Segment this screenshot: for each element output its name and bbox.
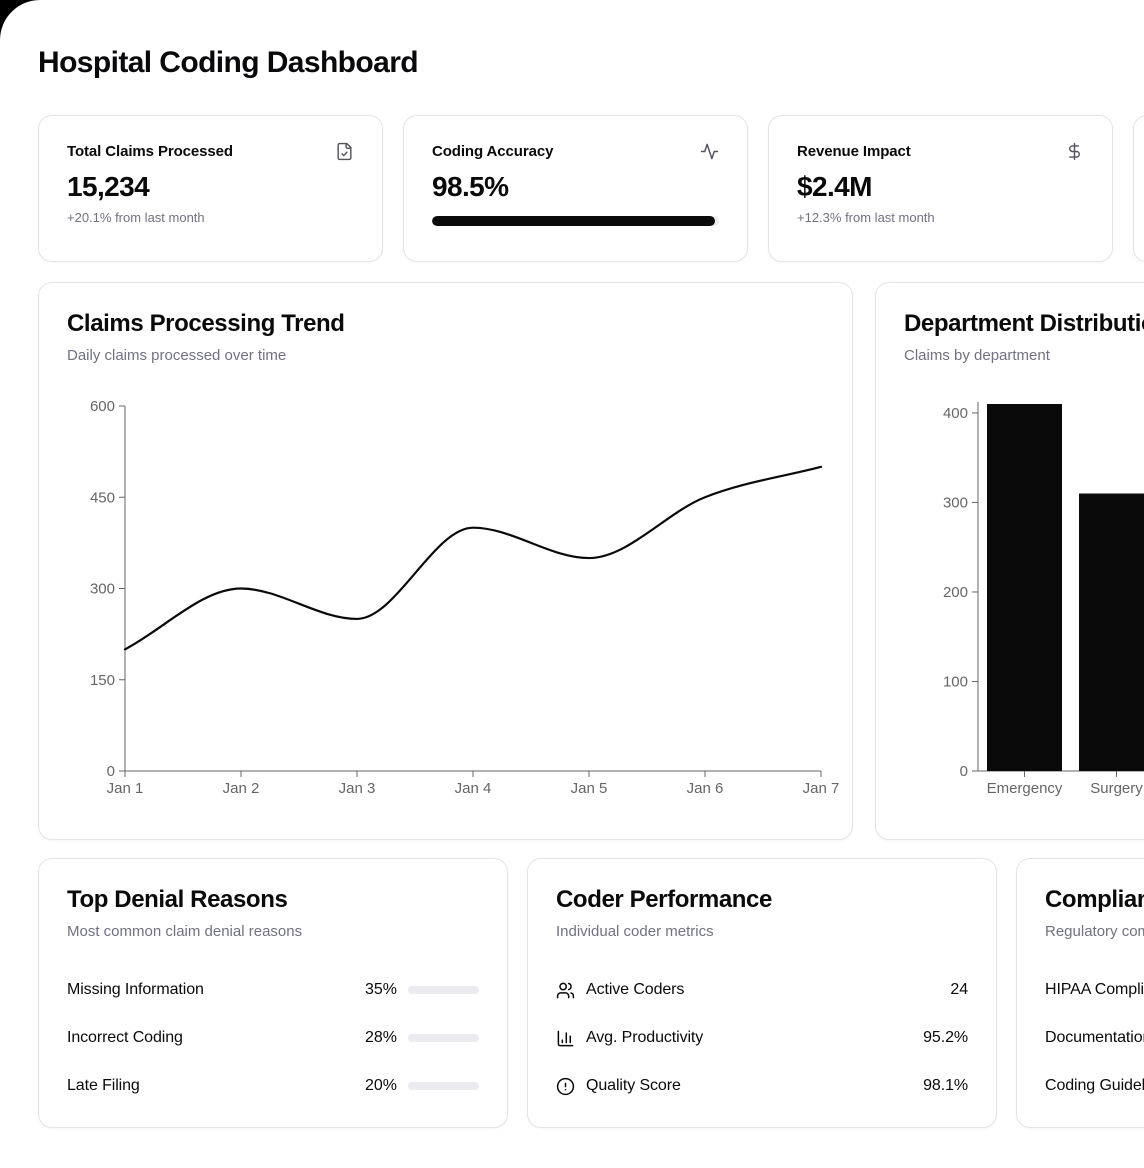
stat-card-clipped — [1133, 115, 1144, 262]
card-subtitle: Individual coder metrics — [556, 923, 714, 940]
department-distribution-card: Department Distribution Claims by depart… — [875, 282, 1144, 840]
stat-label: Revenue Impact — [797, 143, 911, 160]
coder-metric-label: Active Coders — [586, 981, 685, 998]
stat-subtext: +12.3% from last month — [797, 210, 935, 225]
svg-text:Emergency: Emergency — [987, 780, 1063, 797]
denial-row: Late Filing 20% — [67, 1068, 479, 1104]
svg-text:100: 100 — [943, 673, 968, 690]
users-icon — [556, 982, 575, 998]
chart-title: Claims Processing Trend — [67, 310, 345, 337]
compliance-row: Coding Guidelines — [1045, 1068, 1144, 1104]
denial-label: Late Filing — [67, 1077, 140, 1094]
svg-text:Jan 7: Jan 7 — [803, 780, 840, 797]
card-title: Compliance — [1045, 886, 1144, 913]
coder-metric-row: Quality Score 98.1% — [556, 1068, 968, 1104]
svg-text:300: 300 — [943, 494, 968, 511]
coder-metric-row: Avg. Productivity 95.2% — [556, 1020, 968, 1056]
svg-text:Jan 5: Jan 5 — [571, 780, 608, 797]
alert-circle-icon — [556, 1077, 575, 1095]
denial-progress-track — [408, 986, 479, 994]
denial-label: Incorrect Coding — [67, 1029, 183, 1046]
denial-percent: 35% — [364, 981, 397, 998]
claims-trend-line-chart: 0 150 300 450 600 Jan 1 Jan 2 Jan 3 Jan 4 Jan 5 Ja… — [67, 396, 854, 813]
svg-text:300: 300 — [90, 581, 115, 598]
stat-card-total-claims: Total Claims Processed 15,234 +20.1% fro… — [38, 115, 383, 262]
stat-card-coding-accuracy: Coding Accuracy 98.5% — [403, 115, 748, 262]
stat-subtext: +20.1% from last month — [67, 210, 205, 225]
svg-text:Jan 6: Jan 6 — [687, 780, 724, 797]
coder-metric-value: 98.1% — [923, 1077, 968, 1094]
svg-text:Jan 2: Jan 2 — [223, 780, 260, 797]
bar-chart-icon — [557, 1030, 574, 1046]
coder-metric-label: Avg. Productivity — [586, 1029, 704, 1046]
coder-metric-label: Quality Score — [586, 1077, 681, 1094]
compliance-label: Coding Guidelines — [1045, 1077, 1144, 1094]
stat-value: 98.5% — [432, 171, 509, 202]
denial-progress-track — [408, 1082, 479, 1090]
file-check-icon — [337, 142, 352, 161]
svg-text:Jan 3: Jan 3 — [339, 780, 376, 797]
compliance-row: HIPAA Compliance — [1045, 972, 1144, 1008]
coder-metric-row: Active Coders 24 — [556, 972, 968, 1008]
svg-text:Surgery: Surgery — [1090, 780, 1143, 797]
svg-text:150: 150 — [90, 672, 115, 689]
svg-text:450: 450 — [90, 489, 115, 506]
stat-value: $2.4M — [797, 171, 872, 202]
denial-progress-track — [408, 1034, 479, 1042]
card-title: Coder Performance — [556, 886, 772, 913]
denial-row: Incorrect Coding 28% — [67, 1020, 479, 1056]
card-subtitle: Most common claim denial reasons — [67, 923, 303, 940]
denial-row: Missing Information 35% — [67, 972, 479, 1008]
compliance-row: Documentation — [1045, 1020, 1144, 1056]
activity-icon — [700, 143, 719, 160]
department-bar-chart: 0 100 200 300 400 Emergency Surgery — [904, 396, 1144, 813]
denial-percent: 20% — [364, 1077, 397, 1094]
chart-title: Department Distribution — [904, 310, 1144, 337]
chart-subtitle: Daily claims processed over time — [67, 347, 287, 364]
accuracy-progress-track — [432, 216, 719, 226]
compliance-label: HIPAA Compliance — [1045, 981, 1144, 998]
claims-trend-card: Claims Processing Trend Daily claims pro… — [38, 282, 853, 840]
svg-text:400: 400 — [943, 405, 968, 422]
svg-text:0: 0 — [107, 763, 115, 780]
stat-label: Total Claims Processed — [67, 143, 233, 160]
svg-text:600: 600 — [90, 398, 115, 415]
metrics-row: Top Denial Reasons Most common claim den… — [38, 858, 1144, 1128]
svg-text:200: 200 — [943, 584, 968, 601]
card-title: Top Denial Reasons — [67, 886, 288, 913]
coder-performance-card: Coder Performance Individual coder metri… — [527, 858, 997, 1128]
compliance-label: Documentation — [1045, 1029, 1144, 1046]
stat-card-revenue-impact: Revenue Impact $2.4M +12.3% from last mo… — [768, 115, 1113, 262]
coder-metric-value: 24 — [950, 981, 968, 998]
page-title: Hospital Coding Dashboard — [38, 46, 419, 79]
compliance-card: Compliance Regulatory compliance HIPAA C… — [1016, 858, 1144, 1128]
denial-percent: 28% — [364, 1029, 397, 1046]
stat-value: 15,234 — [67, 171, 150, 202]
denial-reasons-card: Top Denial Reasons Most common claim den… — [38, 858, 508, 1128]
dollar-icon — [1069, 142, 1080, 161]
svg-text:0: 0 — [960, 763, 968, 780]
svg-text:Jan 4: Jan 4 — [455, 780, 492, 797]
chart-subtitle: Claims by department — [904, 347, 1050, 364]
coder-metric-value: 95.2% — [923, 1029, 968, 1046]
accuracy-progress-fill — [432, 216, 715, 226]
card-subtitle: Regulatory compliance — [1045, 923, 1144, 940]
charts-row: Claims Processing Trend Daily claims pro… — [38, 282, 1144, 840]
svg-text:Jan 1: Jan 1 — [107, 780, 144, 797]
stat-label: Coding Accuracy — [432, 143, 554, 160]
stats-row: Total Claims Processed 15,234 +20.1% fro… — [38, 115, 1144, 262]
denial-label: Missing Information — [67, 981, 204, 998]
